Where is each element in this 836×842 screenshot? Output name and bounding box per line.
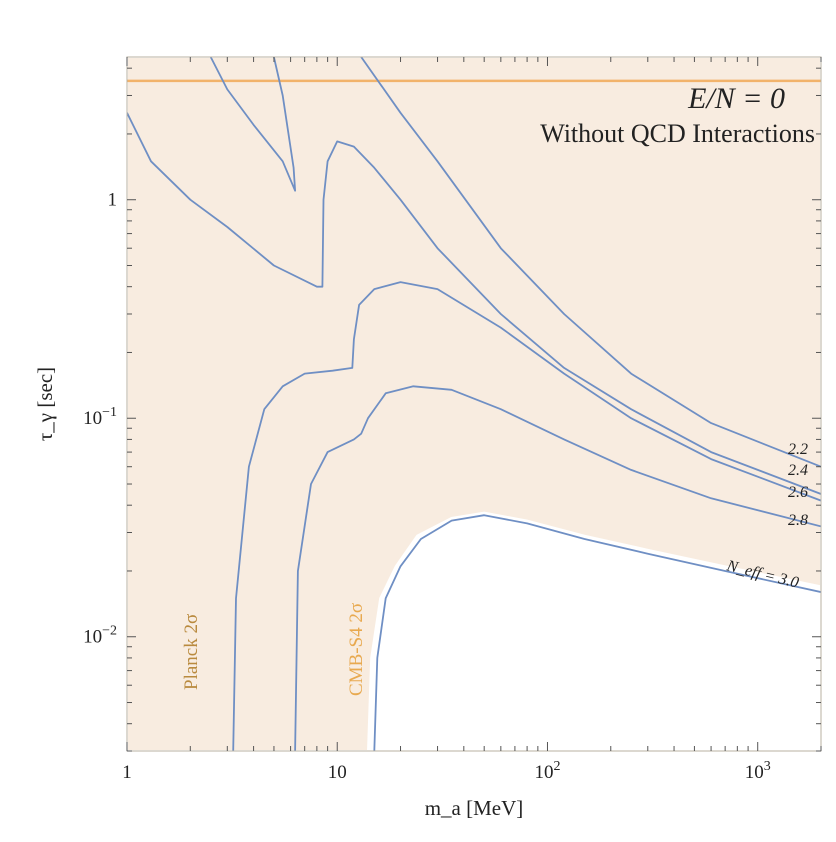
contour-curves	[127, 57, 821, 751]
contour-line-1	[294, 385, 821, 751]
region-label-planck: Planck 2σ	[181, 614, 202, 690]
x-axis-title: m_a [MeV]	[425, 796, 524, 820]
contour-line-4	[209, 57, 296, 192]
y-tick-label: 10−2	[83, 624, 117, 648]
region-cmbs4	[127, 57, 821, 751]
contour-line-5	[360, 57, 821, 468]
x-tick-label: 103	[745, 759, 771, 783]
axis-tick-labels: 1 10 102 103 10−2 10−1 1	[83, 190, 771, 783]
x-tick-label: 102	[534, 759, 560, 783]
contour-label-2-8: 2.8	[788, 512, 808, 529]
contour-label-2-6: 2.6	[788, 484, 808, 501]
x-tick-label: 1	[122, 762, 132, 783]
y-axis-title: τ_γ [sec]	[33, 367, 57, 441]
contour-label-2-2: 2.2	[788, 441, 808, 458]
axis-ticks	[126, 57, 822, 752]
excluded-regions	[127, 57, 821, 751]
contour-line-2	[232, 281, 821, 751]
y-tick-label: 1	[108, 190, 118, 211]
contour-line-3	[127, 112, 821, 495]
y-tick-label: 10−1	[83, 405, 117, 429]
contour-line-0	[373, 514, 821, 751]
plot-frame	[126, 56, 822, 752]
contour-label-2-4: 2.4	[788, 462, 808, 479]
x-tick-label: 10	[328, 762, 347, 783]
region-label-cmbs4: CMB-S4 2σ	[346, 603, 367, 696]
annotation-without-qcd: Without QCD Interactions	[540, 119, 815, 148]
annotation-en: E/N = 0	[687, 82, 785, 115]
